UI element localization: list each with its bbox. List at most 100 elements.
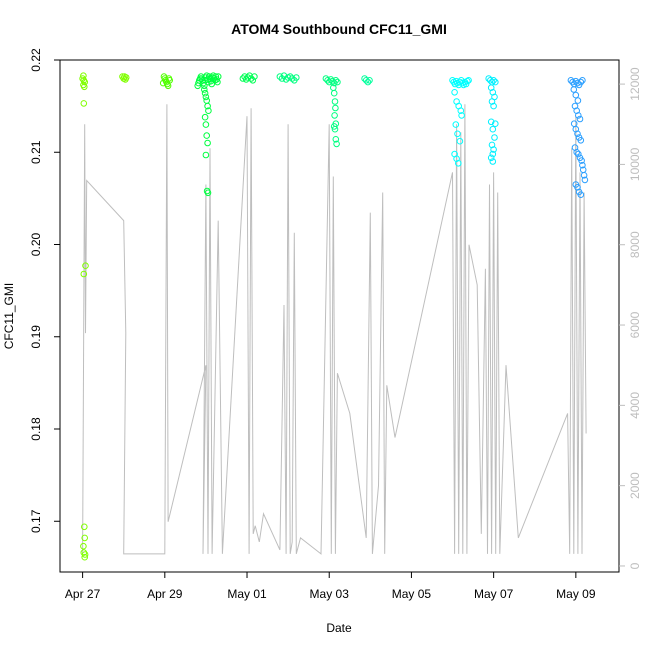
y-tick-label: 0.19 [29, 325, 43, 349]
data-point [286, 73, 294, 80]
data-point [202, 151, 210, 159]
data-point [574, 184, 581, 191]
x-tick-label: May 03 [310, 587, 350, 601]
y2-tick-label: 0 [628, 562, 642, 569]
y-tick-label: 0.18 [29, 417, 43, 441]
data-point [204, 189, 212, 197]
data-point [334, 78, 341, 86]
data-point [492, 120, 499, 127]
data-point [331, 125, 339, 133]
flight-series-7 [322, 75, 341, 148]
data-point [454, 130, 461, 138]
data-point [581, 176, 589, 184]
y-tick-label: 0.21 [29, 140, 43, 164]
data-point [204, 102, 211, 110]
data-point [79, 75, 86, 82]
data-point [82, 262, 89, 270]
data-point [201, 86, 208, 93]
data-point [577, 137, 585, 144]
data-point [490, 146, 497, 153]
x-tick-label: May 05 [392, 587, 432, 601]
data-point [80, 270, 88, 278]
data-point [490, 102, 497, 110]
data-point [201, 89, 209, 97]
x-tick-label: May 09 [556, 587, 596, 601]
data-point [330, 89, 338, 97]
data-point [488, 141, 496, 149]
data-point [280, 72, 288, 79]
data-point [333, 140, 340, 148]
data-point [242, 76, 250, 83]
data-point [81, 523, 88, 531]
flight-series-4 [194, 72, 222, 197]
data-point [80, 72, 87, 79]
data-point [288, 75, 296, 82]
data-point [276, 73, 284, 80]
data-point [574, 130, 581, 138]
data-point [489, 150, 497, 158]
data-point [456, 137, 464, 145]
data-point [81, 534, 88, 542]
chart-title: ATOM4 Southbound CFC11_GMI [231, 21, 447, 37]
altitude-line [82, 104, 587, 555]
data-point [251, 73, 258, 80]
data-point [574, 97, 582, 104]
x-tick-label: Apr 29 [147, 587, 183, 601]
data-point [487, 154, 495, 162]
data-point [332, 136, 340, 143]
data-point [491, 134, 498, 141]
y2-tick-label: 6000 [628, 311, 642, 338]
data-point [579, 161, 586, 169]
y2-tick-label: 12000 [628, 67, 642, 101]
data-point [204, 139, 211, 147]
data-point [203, 97, 210, 104]
flight-series-5 [239, 72, 258, 84]
data-point [569, 78, 576, 86]
data-point [579, 77, 586, 84]
data-point [201, 113, 209, 121]
data-point [580, 172, 588, 179]
data-point [575, 150, 582, 158]
flight-series-1 [79, 72, 89, 561]
data-point [81, 83, 88, 91]
data-point [567, 77, 575, 84]
data-point [205, 107, 212, 114]
data-point [451, 89, 458, 96]
flight-series-10 [485, 75, 499, 165]
y2-tick-label: 4000 [628, 392, 642, 419]
data-point [489, 125, 497, 133]
data-point [573, 149, 581, 156]
data-point [80, 549, 88, 556]
flight-series-9 [449, 77, 472, 167]
data-point [324, 77, 331, 84]
x-axis-label: Date [326, 621, 352, 635]
flight-series-11 [567, 77, 589, 198]
data-point [362, 77, 370, 84]
data-point [80, 542, 87, 550]
data-point [329, 77, 336, 85]
data-point [364, 78, 372, 86]
y-tick-label: 0.20 [29, 233, 43, 257]
data-point [455, 160, 462, 167]
data-point [81, 551, 89, 558]
data-point [330, 123, 338, 130]
data-point [208, 80, 215, 88]
data-point [159, 79, 167, 87]
y2-axis: 0 2000 4000 6000 8000 10000 12000 [619, 67, 642, 569]
data-point [465, 77, 472, 84]
flight-series-8 [361, 75, 373, 86]
flight-series-2 [119, 73, 130, 83]
data-point [366, 77, 373, 84]
data-point [293, 74, 300, 81]
y-tick-label: 0.17 [29, 509, 43, 533]
data-point [572, 91, 580, 99]
data-point [490, 77, 497, 84]
data-point [492, 78, 499, 86]
data-point [489, 158, 497, 165]
data-point [577, 191, 585, 198]
plot-frame [59, 59, 620, 573]
data-point [122, 74, 130, 81]
altitude-layer [82, 104, 587, 555]
